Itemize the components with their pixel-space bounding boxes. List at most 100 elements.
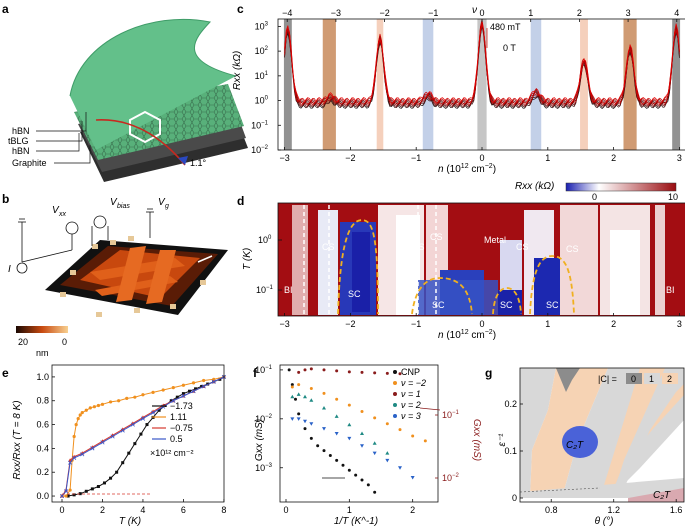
c-xtick-label: 2 <box>611 153 616 163</box>
d-colorbar <box>565 182 677 192</box>
e-data-point <box>161 388 165 392</box>
e-data-point <box>110 434 115 439</box>
c-top-tick-label: −4 <box>282 8 292 18</box>
e-data-point <box>100 440 105 445</box>
e-data-point <box>74 422 78 427</box>
panel-f-letter: f <box>253 366 258 380</box>
g-plot-frame <box>519 367 685 503</box>
c-band <box>477 19 487 150</box>
f-data-point <box>347 422 352 427</box>
f-data-point <box>360 444 364 448</box>
hexagon-outline-icon <box>129 110 161 144</box>
afm-colorbar-unit: nm <box>36 348 49 358</box>
f-data-point <box>410 476 415 480</box>
d-colorbar-min: 0 <box>592 192 597 202</box>
label-graphite: Graphite <box>12 158 47 168</box>
c-xlabel: n (1012 cm−2) <box>438 163 496 175</box>
e-data-point <box>157 408 161 412</box>
f-data-point <box>373 371 377 375</box>
e-data-point <box>76 417 80 421</box>
d-xtick-label: 0 <box>479 319 484 329</box>
g-ytick-label: 0.2 <box>504 399 517 409</box>
panel-e: e 0 2 4 6 8 0.0 0.2 0.4 0.6 0.8 1.0 −1.731.11−0.75… <box>2 364 226 527</box>
e-ytick-label: 0.0 <box>36 491 49 501</box>
e-data-point <box>211 379 216 384</box>
e-data-point <box>121 461 125 465</box>
e-legend-label: 0.5 <box>170 434 183 444</box>
g-phase-diagram <box>519 368 684 502</box>
e-legend-label: 1.11 <box>170 412 187 422</box>
e-data-point <box>88 406 92 410</box>
f-data-point <box>322 449 326 453</box>
f-data-point <box>303 427 307 431</box>
f-legend-marker <box>393 370 397 374</box>
f-legend-label: ν = 2 <box>401 400 421 410</box>
d-region-label: SC <box>348 289 361 299</box>
f-data-point <box>316 444 320 448</box>
d-xtick-label: 3 <box>677 319 682 329</box>
d-xtick-label: −3 <box>279 319 289 329</box>
f-right-arrow-icon <box>419 407 441 411</box>
f-legend-label: ν = 3 <box>401 411 421 421</box>
f-data-point <box>334 432 339 436</box>
f-ytick-label: 10−1 <box>255 365 273 375</box>
g-legend-label: 0 <box>631 374 636 384</box>
f-data-point <box>347 403 351 407</box>
e-data-point <box>181 383 186 387</box>
g-label-c2t-mid: C₂T <box>566 440 584 451</box>
e-data-point <box>133 395 137 399</box>
g-legend-swatch <box>626 373 642 384</box>
f-data-point <box>294 397 297 401</box>
c-xtick-label: 3 <box>677 153 682 163</box>
e-data-point <box>78 492 82 496</box>
e-data-point <box>127 451 131 455</box>
f-data-point <box>423 439 427 443</box>
e-data-point <box>100 402 105 406</box>
g-legend-swatch <box>662 373 678 384</box>
f-data-point <box>296 417 301 421</box>
c-top-tick-label: 0 <box>479 8 484 18</box>
g-legend-label: 2 <box>667 374 672 384</box>
f-data-point <box>398 428 402 432</box>
c-top-tick-label: −3 <box>331 8 341 18</box>
layer-leaders <box>36 112 91 164</box>
f-data-point <box>354 473 358 477</box>
c-top-tick-label: 3 <box>626 8 631 18</box>
d-region-label: SC <box>546 300 559 310</box>
c-top-tick-label: −2 <box>379 8 389 18</box>
e-data-point <box>78 413 82 417</box>
e-data-point <box>115 470 119 474</box>
c-top-tick-label: 1 <box>528 8 533 18</box>
f-legend-label: ν = −2 <box>401 378 426 388</box>
f-data-point <box>385 451 390 455</box>
g-xtick-label: 1.2 <box>607 505 620 515</box>
f-plot-frame <box>279 364 439 503</box>
d-region-label: CS <box>618 244 631 254</box>
c-top-axis-label: ν <box>472 5 477 16</box>
c-band <box>580 19 588 150</box>
d-region-label: BI <box>666 285 675 295</box>
e-legend-unit: ×10¹² cm⁻² <box>150 448 194 458</box>
e-data-point <box>90 446 95 451</box>
c-ytick-label: 100 <box>255 96 269 106</box>
e-data-point <box>90 487 94 491</box>
e-data-point <box>194 387 198 391</box>
device-stack-illustration <box>69 18 248 182</box>
e-data-point <box>125 396 129 400</box>
e-data-point <box>201 384 206 389</box>
afm-colorbar-min: 20 <box>18 337 28 347</box>
f-data-point <box>303 419 307 424</box>
f-data-point <box>334 414 339 418</box>
e-data-point <box>117 399 121 403</box>
e-data-point <box>96 485 100 489</box>
f-data-point <box>297 412 301 416</box>
f-xlabel: 1/T (K^-1) <box>334 516 378 527</box>
f-data-point <box>309 422 314 426</box>
afm-device-image <box>45 236 228 317</box>
f-data-point <box>341 463 345 467</box>
f-data-point <box>297 370 301 374</box>
f-data-point <box>347 468 351 472</box>
c-curve <box>284 22 680 104</box>
f-data-point <box>372 451 377 456</box>
e-data-point <box>181 392 185 396</box>
